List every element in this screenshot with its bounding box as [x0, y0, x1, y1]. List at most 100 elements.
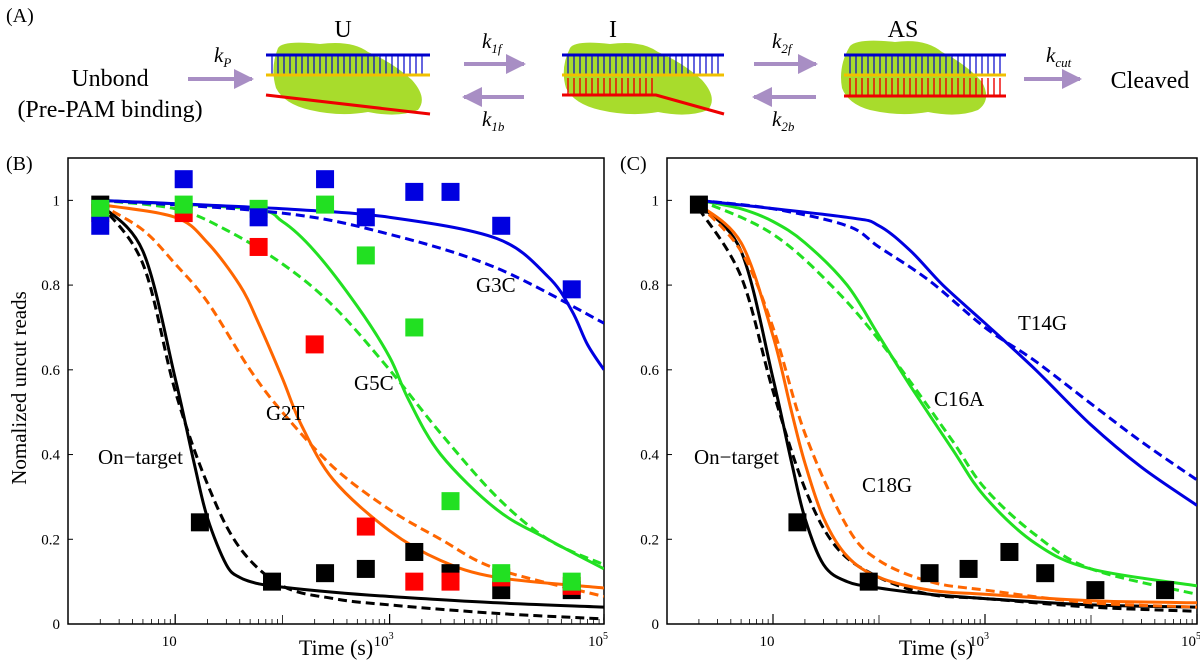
data-marker-g3c-data [174, 170, 193, 189]
nontarget-dna-strand [265, 93, 431, 116]
data-marker-g3c-data [405, 182, 424, 201]
annotation-t14g: T14G [1018, 311, 1067, 335]
curve-on-target-dashed [697, 207, 1197, 613]
data-marker-g3c-data [562, 280, 581, 299]
state-as-label: AS [888, 17, 919, 43]
complex-as-illustration [841, 40, 1006, 115]
kp-label: kP [214, 43, 231, 70]
y-tick-label: 0 [652, 617, 660, 633]
x-axis-label-b: Time (s) [299, 635, 373, 660]
nontarget-dna-strand [562, 93, 725, 116]
data-marker-on-target-data [356, 559, 375, 578]
x-tick-label: 103 [969, 631, 989, 650]
y-tick-label: 0.2 [640, 532, 659, 548]
complex-i-illustration [562, 42, 725, 116]
state-u-label: U [334, 17, 351, 43]
data-marker-on-target-data [1156, 581, 1175, 600]
data-marker-g2t-data [356, 517, 375, 536]
curve-c16a-dashed [698, 199, 1197, 596]
curve-g5c-dashed [100, 198, 604, 567]
annotation-g2t: G2T [266, 401, 305, 425]
y-tick-label: 0.8 [41, 278, 60, 294]
data-marker-g3c-data [356, 208, 375, 227]
data-marker-g5c-data [492, 564, 511, 583]
data-marker-on-target-data [859, 572, 878, 591]
curve-on-target-dashed [99, 203, 604, 621]
y-tick-label: 1 [53, 193, 61, 209]
data-marker-on-target-data [405, 542, 424, 561]
y-tick-label: 0.8 [640, 278, 659, 294]
x-axis-label-c: Time (s) [899, 635, 973, 660]
plot-c: 0 0.2 0.4 0.6 0.8 1 10 103 105 [640, 157, 1200, 650]
plot-b: 0 0.2 0.4 0.6 0.8 1 10 103 105 [41, 157, 608, 650]
panel-label-c: (C) [620, 153, 647, 175]
data-marker-on-target-data [1000, 542, 1019, 561]
data-marker-g3c-data [316, 170, 335, 189]
cleaved-label: Cleaved [1111, 68, 1190, 94]
state-i-label: I [609, 17, 617, 43]
x-tick-label: 10 [162, 634, 177, 650]
pre-pam-label: (Pre-PAM binding) [17, 97, 202, 123]
data-marker-g5c-data [174, 195, 193, 214]
curve-g2t-dashed [99, 203, 604, 598]
kcut-label: kcut [1046, 43, 1072, 70]
data-marker-on-target-data [190, 513, 209, 532]
panel-label-b: (B) [6, 153, 33, 175]
data-marker-on-target-data [1036, 564, 1055, 583]
y-tick-label: 1 [652, 193, 660, 209]
y-tick-label: 0.4 [41, 448, 60, 464]
curve-t14g-dashed [698, 198, 1197, 482]
panel-label-a: (A) [6, 5, 34, 27]
annotation-g3c: G3C [476, 273, 516, 297]
data-marker-on-target-data [1086, 581, 1105, 600]
data-marker-g2t-data [249, 237, 268, 256]
y-axis-label: Nomalized uncut reads [7, 291, 31, 485]
curve-on-target-solid [99, 203, 604, 609]
data-marker-g3c-data [441, 182, 460, 201]
annotation-g5c: G5C [354, 371, 394, 395]
data-marker-g2t-data [305, 335, 324, 354]
annotation-c16a: C16A [934, 387, 985, 411]
data-marker-g5c-data [562, 572, 581, 591]
y-tick-label: 0.6 [41, 363, 60, 379]
k2f-label: k2f [772, 29, 794, 56]
data-marker-g3c-data [492, 216, 511, 235]
curve-on-target-solid [697, 203, 1197, 609]
data-marker-g2t-data [405, 572, 424, 591]
plot-frame [666, 157, 1198, 625]
unbond-label: Unbond [71, 66, 148, 92]
scheme-panel: (A) Unbond (Pre-PAM binding) Cleaved U I… [6, 5, 1189, 134]
k1b-label: k1b [482, 107, 505, 134]
k1f-label: k1f [482, 29, 504, 56]
annotation-c18g: C18G [862, 473, 912, 497]
data-marker-g5c-data [356, 246, 375, 265]
panel-c: (C) Time (s) 0 0.2 0.4 0.6 0.8 1 10 103 105 On−t… [620, 153, 1200, 660]
annotation-on-target-b: On−target [98, 445, 183, 469]
y-tick-label: 0.4 [640, 448, 659, 464]
x-tick-label: 103 [374, 631, 394, 650]
data-marker-on-target-data [959, 559, 978, 578]
data-marker-g5c-data [441, 492, 460, 511]
data-marker-g3c-data [249, 208, 268, 227]
data-marker-g3c-data [91, 216, 110, 235]
data-marker-g2t-data [441, 572, 460, 591]
y-tick-label: 0.2 [41, 532, 60, 548]
plot-frame [67, 157, 605, 625]
x-tick-label: 10 [760, 634, 775, 650]
data-marker-g5c-data [405, 318, 424, 337]
data-marker-on-target-data [263, 572, 282, 591]
curve-g3c-dashed [100, 198, 604, 325]
x-tick-label: 105 [1181, 631, 1200, 650]
complex-u-illustration [265, 42, 431, 116]
curve-c16a-solid [698, 198, 1197, 588]
x-tick-label: 105 [588, 631, 608, 650]
curve-g3c-solid [100, 198, 604, 371]
y-tick-label: 0 [53, 617, 61, 633]
annotation-on-target-c: On−target [694, 445, 779, 469]
k2b-label: k2b [772, 107, 795, 134]
data-marker-g5c-data [91, 199, 110, 218]
data-marker-on-target-data [788, 513, 807, 532]
data-marker-g5c-data [316, 195, 335, 214]
data-marker-on-target-data [920, 564, 939, 583]
